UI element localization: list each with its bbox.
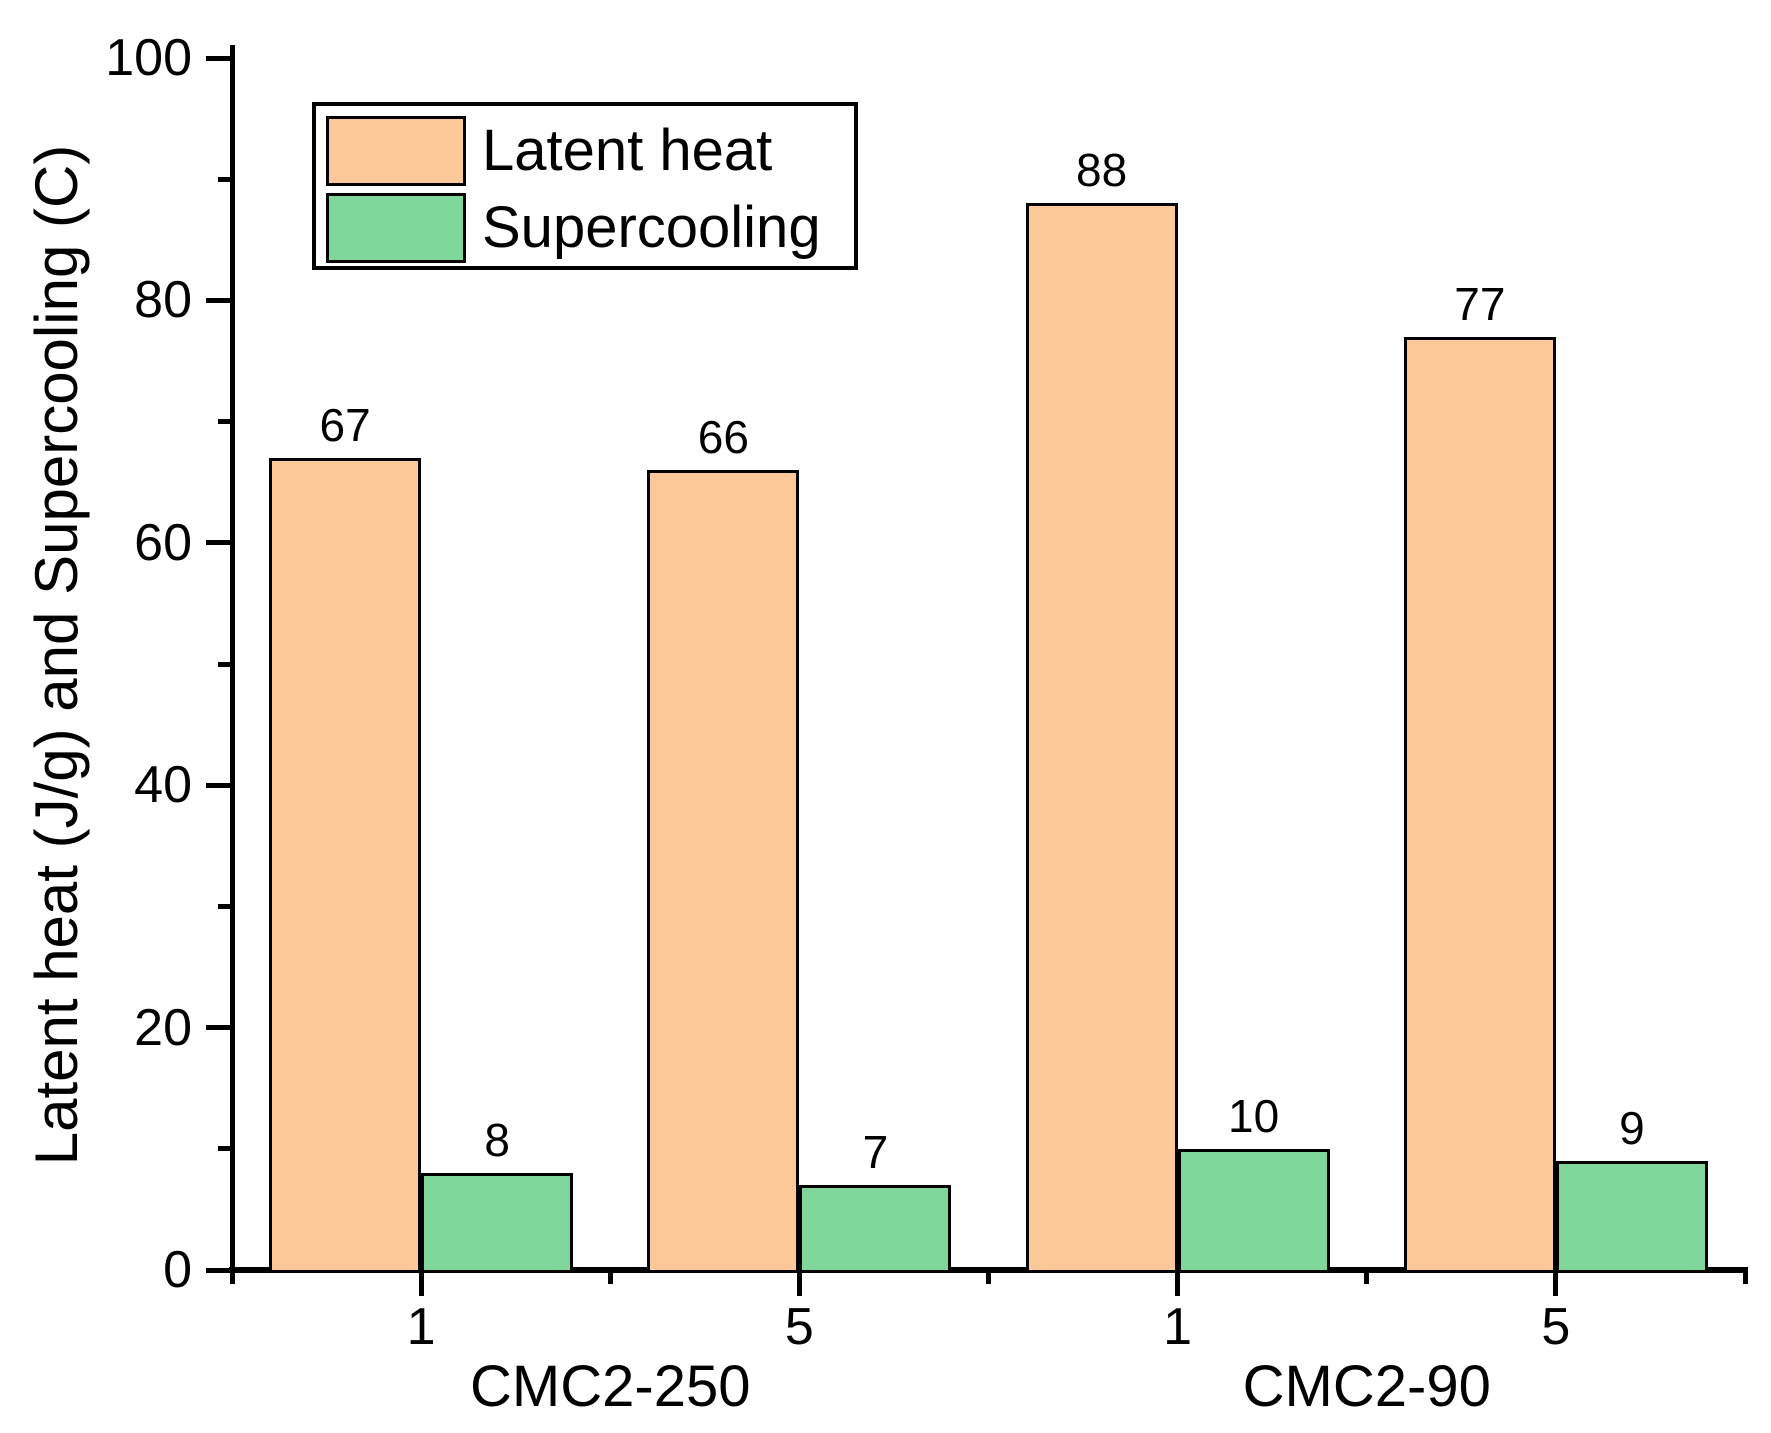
bar-latent-heat	[1403, 336, 1556, 1273]
legend: Latent heat Supercooling	[312, 102, 858, 270]
x-tick-label: 5	[784, 1298, 814, 1356]
y-tick-label: 100	[105, 29, 192, 87]
bar-latent-heat	[269, 457, 422, 1273]
y-minor-tick	[218, 1146, 232, 1152]
x-minor-tick	[1364, 1270, 1370, 1284]
x-tick-label: 1	[406, 1298, 436, 1356]
legend-label-latent-heat: Latent heat	[482, 118, 773, 183]
value-label-latent-heat: 66	[697, 411, 749, 464]
y-major-tick	[206, 1267, 232, 1273]
bar-latent-heat	[647, 470, 800, 1273]
y-major-tick	[206, 782, 232, 788]
y-minor-tick	[218, 419, 232, 425]
group-label: CMC2-250	[470, 1354, 751, 1419]
x-major-tick	[1175, 1270, 1181, 1296]
y-tick-label: 80	[134, 271, 192, 330]
y-axis	[229, 45, 235, 1273]
group-label: CMC2-90	[1242, 1354, 1491, 1419]
y-tick-label: 20	[134, 998, 192, 1057]
y-tick-label: 60	[134, 513, 192, 572]
value-label-latent-heat: 88	[1076, 144, 1128, 197]
y-major-tick	[206, 55, 232, 61]
bar-supercooling	[799, 1185, 952, 1273]
y-tick-label: 40	[134, 756, 192, 815]
y-tick-label: 0	[163, 1241, 192, 1299]
legend-swatch-supercooling	[326, 193, 466, 263]
value-label-supercooling: 8	[484, 1114, 510, 1167]
y-major-tick	[206, 1025, 232, 1031]
value-label-supercooling: 10	[1228, 1089, 1280, 1142]
x-major-tick	[418, 1270, 424, 1296]
bar-latent-heat	[1025, 203, 1178, 1273]
x-minor-tick	[607, 1270, 613, 1284]
bar-supercooling	[1555, 1160, 1708, 1273]
y-minor-tick	[218, 903, 232, 909]
y-minor-tick	[218, 176, 232, 182]
y-major-tick	[206, 540, 232, 546]
x-minor-tick	[986, 1270, 991, 1284]
value-label-latent-heat: 77	[1454, 277, 1506, 330]
legend-item-supercooling: Supercooling	[326, 192, 821, 264]
x-minor-tick	[1742, 1270, 1748, 1284]
x-major-tick	[1553, 1270, 1559, 1296]
x-tick-label: 1	[1163, 1298, 1193, 1356]
bar-supercooling	[421, 1173, 574, 1273]
x-major-tick	[796, 1270, 802, 1296]
value-label-latent-heat: 67	[319, 398, 371, 451]
legend-item-latent-heat: Latent heat	[326, 115, 772, 187]
y-minor-tick	[218, 661, 232, 667]
legend-swatch-latent-heat	[326, 116, 466, 186]
bar-supercooling	[1177, 1148, 1330, 1273]
x-tick-label: 5	[1541, 1298, 1571, 1356]
x-minor-tick	[229, 1270, 235, 1284]
value-label-supercooling: 7	[862, 1126, 889, 1179]
value-label-supercooling: 9	[1619, 1101, 1645, 1154]
y-major-tick	[206, 297, 232, 303]
legend-label-supercooling: Supercooling	[482, 195, 821, 260]
